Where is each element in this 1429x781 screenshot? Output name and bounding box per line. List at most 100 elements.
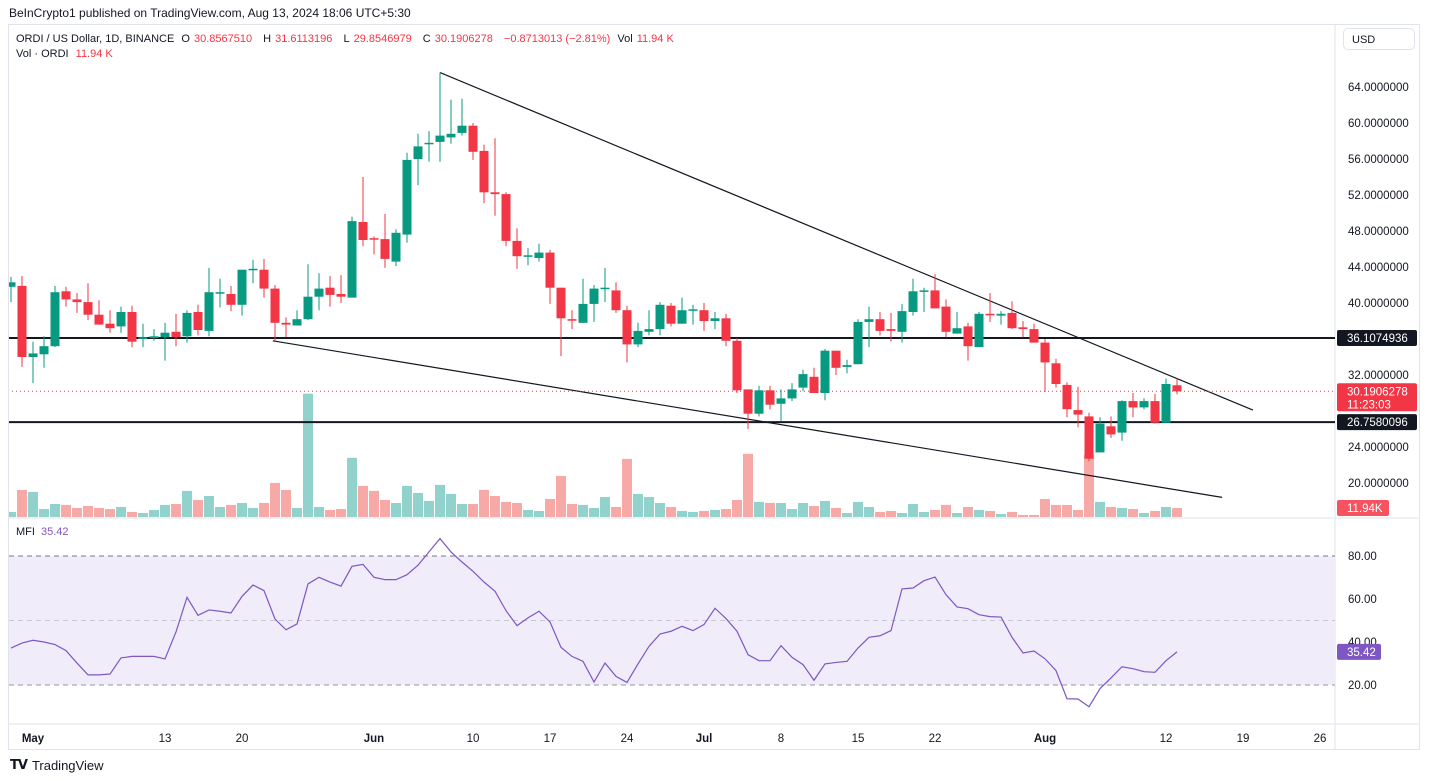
mfi-value-tag: 35.42 bbox=[1347, 647, 1376, 659]
volume-bar bbox=[204, 495, 214, 517]
candle-body bbox=[9, 282, 16, 287]
volume-bar bbox=[699, 510, 709, 517]
volume-bar bbox=[237, 502, 247, 517]
price-axis-label: 60.0000000 bbox=[1348, 118, 1409, 130]
level-tag-upper: 36.1074936 bbox=[1347, 333, 1408, 345]
candle-body bbox=[655, 304, 665, 330]
candle-body bbox=[94, 314, 104, 325]
candle-body bbox=[919, 290, 929, 292]
volume-bar bbox=[743, 453, 753, 517]
candle-body bbox=[1051, 363, 1061, 384]
candle-body bbox=[1150, 401, 1160, 423]
volume-bar bbox=[127, 511, 137, 517]
candle-body bbox=[1073, 410, 1083, 415]
time-axis-label: 17 bbox=[544, 733, 557, 745]
candle-body bbox=[798, 374, 808, 388]
time-axis-label: 13 bbox=[159, 733, 172, 745]
candle-body bbox=[578, 303, 588, 323]
candle-body bbox=[138, 337, 148, 339]
level-tag-upper-bg bbox=[1337, 330, 1417, 347]
volume-bar bbox=[985, 510, 995, 517]
volume-bar bbox=[589, 507, 599, 517]
volume-bar bbox=[457, 503, 467, 517]
volume-bar bbox=[435, 484, 445, 517]
volume-legend-row: Vol · ORDI 11.94 K bbox=[16, 47, 682, 62]
volume-bar bbox=[1106, 506, 1116, 517]
volume-bar bbox=[28, 491, 38, 517]
candle-body bbox=[1095, 423, 1105, 453]
candle-body bbox=[479, 150, 489, 193]
candle-body bbox=[501, 194, 511, 241]
candle-body bbox=[633, 330, 643, 345]
open-value: O 30.8567510 bbox=[181, 33, 253, 45]
time-axis-label: May bbox=[22, 733, 45, 745]
volume-bar bbox=[710, 509, 720, 517]
candle-body bbox=[28, 353, 38, 357]
candle-body bbox=[963, 326, 973, 347]
volume-bar bbox=[1051, 504, 1061, 517]
mfi-label[interactable]: MFI bbox=[16, 526, 35, 538]
candle-body bbox=[336, 294, 346, 297]
candle-body bbox=[171, 331, 181, 338]
tradingview-logo-text[interactable]: TradingView bbox=[31, 758, 104, 773]
volume-bar bbox=[930, 509, 940, 517]
volume-bar bbox=[358, 485, 368, 517]
price-axis-label: 56.0000000 bbox=[1348, 154, 1409, 166]
candle-body bbox=[611, 290, 621, 311]
volume-bar bbox=[666, 506, 676, 517]
price-axis-label: 40.0000000 bbox=[1348, 298, 1409, 310]
volume-bar bbox=[160, 504, 170, 517]
candle-body bbox=[688, 309, 698, 311]
candle-body bbox=[358, 222, 368, 240]
candle-body bbox=[886, 329, 896, 331]
candle-body bbox=[402, 159, 412, 235]
chart-frame bbox=[8, 24, 1420, 750]
candle-body bbox=[1062, 384, 1072, 410]
volume-bar bbox=[182, 490, 192, 517]
currency-button[interactable]: USD bbox=[1343, 28, 1415, 50]
candle-body bbox=[699, 310, 709, 321]
candle-body bbox=[446, 133, 456, 138]
candle-body bbox=[512, 240, 522, 257]
candle-body bbox=[842, 365, 852, 367]
candle-body bbox=[1172, 385, 1182, 392]
candle-body bbox=[226, 294, 236, 305]
time-axis-label: 20 bbox=[236, 733, 249, 745]
volume-bar bbox=[1029, 514, 1039, 517]
change-value: −0.8713013 (−2.81%) bbox=[503, 33, 611, 45]
volume-series-label[interactable]: Vol · ORDI bbox=[16, 48, 69, 60]
candle-body bbox=[864, 319, 874, 322]
candle-body bbox=[567, 319, 577, 321]
volume-bar bbox=[39, 509, 49, 517]
mfi-legend: MFI 35.42 bbox=[16, 526, 68, 538]
candle-body bbox=[1007, 312, 1017, 329]
symbol-title[interactable]: ORDI / US Dollar, 1D, BINANCE bbox=[16, 33, 175, 45]
volume-bar bbox=[512, 502, 522, 517]
candle-body bbox=[204, 292, 214, 331]
candle-body bbox=[116, 312, 126, 327]
volume-bar bbox=[996, 513, 1006, 517]
volume-bar bbox=[325, 509, 335, 517]
candle-body bbox=[732, 340, 742, 391]
candle-body bbox=[974, 313, 984, 348]
volume-bar bbox=[248, 507, 258, 517]
candle-body bbox=[457, 125, 467, 133]
volume-bar bbox=[336, 509, 346, 517]
volume-bar bbox=[138, 513, 148, 517]
volume-bar bbox=[655, 502, 665, 517]
volume-bar bbox=[1018, 514, 1028, 517]
candle-body bbox=[292, 319, 302, 326]
candle-body bbox=[248, 268, 258, 271]
candle-body bbox=[1139, 401, 1149, 408]
candle-body bbox=[897, 311, 907, 332]
candle-body bbox=[677, 310, 687, 324]
price-axis-label: 24.0000000 bbox=[1348, 442, 1409, 454]
volume-bar bbox=[292, 507, 302, 517]
publisher-caption: BeInCrypto1 published on TradingView.com… bbox=[9, 6, 411, 20]
volume-bar bbox=[347, 457, 357, 517]
candle-body bbox=[1117, 401, 1127, 433]
candle-body bbox=[1084, 416, 1094, 459]
candle-body bbox=[215, 292, 225, 294]
time-axis-label: 8 bbox=[778, 733, 784, 745]
